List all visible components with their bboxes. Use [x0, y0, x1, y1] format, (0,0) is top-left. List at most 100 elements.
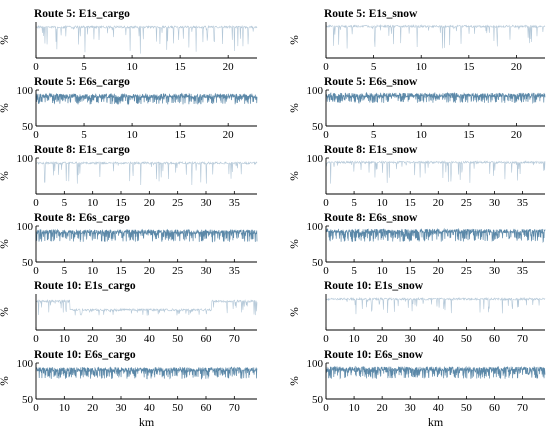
panel-2-ylabel: % — [289, 35, 301, 45]
panel-1-x-tick-label: 0 — [33, 61, 39, 73]
panel-12-x-tick-label: 40 — [433, 402, 445, 414]
panel-10-x-tick-label: 10 — [349, 333, 361, 345]
panel-8-x-tick-label: 30 — [489, 265, 501, 277]
panel-11-x-tick-label: 50 — [172, 402, 184, 414]
panel-8-title: Route 8: E6s_snow — [324, 212, 418, 224]
panel-12-y-tick-label: 100 — [307, 358, 324, 370]
panel-11-title: Route 10: E6s_cargo — [34, 349, 136, 361]
panel-6: Route 8: E1s_snow% 0 5 10 15 20 25 30 35 100 — [289, 144, 546, 209]
panel-5-x-tick-label: 30 — [201, 197, 213, 209]
panel-12-series-line — [325, 365, 546, 380]
panel-11-x-tick-label: 0 — [33, 402, 39, 414]
panel-1-x-tick-label: 15 — [175, 61, 187, 73]
panel-11: Route 10: E6s_cargo% 0 10 20 30 40 50 60 70 50 100… — [0, 349, 258, 429]
panel-5-title: Route 8: E1s_cargo — [34, 144, 130, 156]
panel-8-series-line — [325, 227, 546, 243]
panel-5-series-line — [35, 160, 258, 186]
panel-9-x-tick-label: 70 — [229, 333, 241, 345]
panel-2-x-tick-label: 0 — [323, 61, 329, 73]
panel-4: Route 5: E6s_snow% 0 5 10 15 20 50 100 — [289, 76, 546, 141]
panel-11-x-tick-label: 70 — [229, 402, 241, 414]
panel-10-x-tick-label: 70 — [517, 333, 529, 345]
panel-4-ylabel: % — [289, 103, 301, 113]
panel-4-y-tick-label: 50 — [312, 121, 324, 133]
panel-6-x-tick-label: 20 — [433, 197, 445, 209]
panel-2-x-tick-label: 20 — [511, 61, 523, 73]
panel-6-x-tick-label: 10 — [377, 197, 389, 209]
panel-5-x-tick-label: 25 — [172, 197, 184, 209]
panel-3: Route 5: E6s_cargo% 0 5 10 15 20 50 100 — [0, 76, 258, 141]
panel-6-x-tick-label: 35 — [517, 197, 529, 209]
panel-9-series-line — [35, 299, 258, 316]
panel-11-xlabel: km — [139, 415, 155, 429]
panel-6-x-tick-label: 15 — [405, 197, 417, 209]
panel-10-series-line — [325, 296, 546, 315]
panel-7-x-tick-label: 30 — [201, 265, 213, 277]
panel-11-x-tick-label: 30 — [116, 402, 128, 414]
panel-4-x-tick-label: 5 — [371, 129, 377, 141]
panel-5-y-tick-label: 100 — [17, 153, 34, 165]
panel-9-x-tick-label: 20 — [87, 333, 99, 345]
panel-3-x-tick-label: 5 — [81, 129, 87, 141]
panel-4-x-tick-label: 10 — [416, 129, 428, 141]
panel-7-x-tick-label: 35 — [229, 265, 241, 277]
panel-4-title: Route 5: E6s_snow — [324, 76, 418, 88]
panel-10-x-tick-label: 60 — [489, 333, 501, 345]
panel-8-x-tick-label: 35 — [517, 265, 529, 277]
panel-10-x-tick-label: 20 — [377, 333, 389, 345]
panel-1: Route 5: E1s_cargo% 0 5 10 15 20 — [0, 8, 258, 73]
panel-10-x-tick-label: 40 — [433, 333, 445, 345]
panel-9: Route 10: E1s_cargo% 0 10 20 30 40 50 60 70 — [0, 280, 258, 345]
panel-3-title: Route 5: E6s_cargo — [34, 76, 130, 88]
panel-2-x-tick-label: 5 — [371, 61, 377, 73]
panel-9-x-tick-label: 40 — [144, 333, 156, 345]
panel-12-ylabel: % — [289, 376, 301, 386]
panel-5-x-tick-label: 35 — [229, 197, 241, 209]
panel-12-x-tick-label: 50 — [461, 402, 473, 414]
panel-4-x-tick-label: 15 — [463, 129, 475, 141]
panel-6-title: Route 8: E1s_snow — [324, 144, 418, 156]
panel-1-ylabel: % — [0, 35, 11, 45]
panel-5-x-tick-label: 10 — [87, 197, 99, 209]
panel-10-title: Route 10: E1s_snow — [324, 280, 424, 292]
panel-12-title: Route 10: E6s_snow — [324, 349, 424, 361]
panel-2-x-tick-label: 15 — [463, 61, 475, 73]
panel-9-x-tick-label: 30 — [116, 333, 128, 345]
panel-4-x-tick-label: 20 — [511, 129, 523, 141]
panel-8: Route 8: E6s_snow% 0 5 10 15 20 25 30 35 50 100 — [289, 212, 546, 277]
panel-11-series-line — [35, 366, 258, 380]
panel-6-x-tick-label: 25 — [461, 197, 473, 209]
panel-9-x-tick-label: 0 — [33, 333, 39, 345]
panel-2: Route 5: E1s_snow% 0 5 10 15 20 — [289, 8, 546, 73]
panel-7-x-tick-label: 15 — [116, 265, 128, 277]
panel-11-y-tick-label: 100 — [17, 358, 34, 370]
panel-3-x-tick-label: 20 — [223, 129, 235, 141]
panel-10-x-tick-label: 30 — [405, 333, 417, 345]
panel-5: Route 8: E1s_cargo% 0 5 10 15 20 25 30 35 100 — [0, 144, 258, 209]
panel-9-x-tick-label: 10 — [59, 333, 71, 345]
panel-4-y-tick-label: 100 — [307, 85, 324, 97]
panel-6-ylabel: % — [289, 171, 301, 181]
panel-7-x-tick-label: 0 — [33, 265, 39, 277]
panel-7-x-tick-label: 25 — [172, 265, 184, 277]
panel-1-x-tick-label: 10 — [127, 61, 139, 73]
panel-9-title: Route 10: E1s_cargo — [34, 280, 136, 292]
panel-7: Route 8: E6s_cargo% 0 5 10 15 20 25 30 35 50 100 — [0, 212, 258, 277]
panel-11-x-tick-label: 10 — [59, 402, 71, 414]
panel-11-x-tick-label: 60 — [201, 402, 213, 414]
panel-9-x-tick-label: 50 — [172, 333, 184, 345]
panel-2-series-line — [325, 24, 546, 49]
panel-8-x-tick-label: 25 — [461, 265, 473, 277]
panel-8-x-tick-label: 20 — [433, 265, 445, 277]
panel-12-xlabel: km — [428, 415, 444, 429]
panel-12-x-tick-label: 30 — [405, 402, 417, 414]
panel-8-ylabel: % — [289, 239, 301, 249]
panel-10-x-tick-label: 0 — [323, 333, 329, 345]
panel-12-y-tick-label: 50 — [312, 394, 324, 406]
panel-4-series-line — [325, 91, 546, 105]
panel-3-x-tick-label: 10 — [127, 129, 139, 141]
panel-4-x-tick-label: 0 — [323, 129, 329, 141]
panel-11-ylabel: % — [0, 376, 11, 386]
panel-1-title: Route 5: E1s_cargo — [34, 8, 130, 20]
